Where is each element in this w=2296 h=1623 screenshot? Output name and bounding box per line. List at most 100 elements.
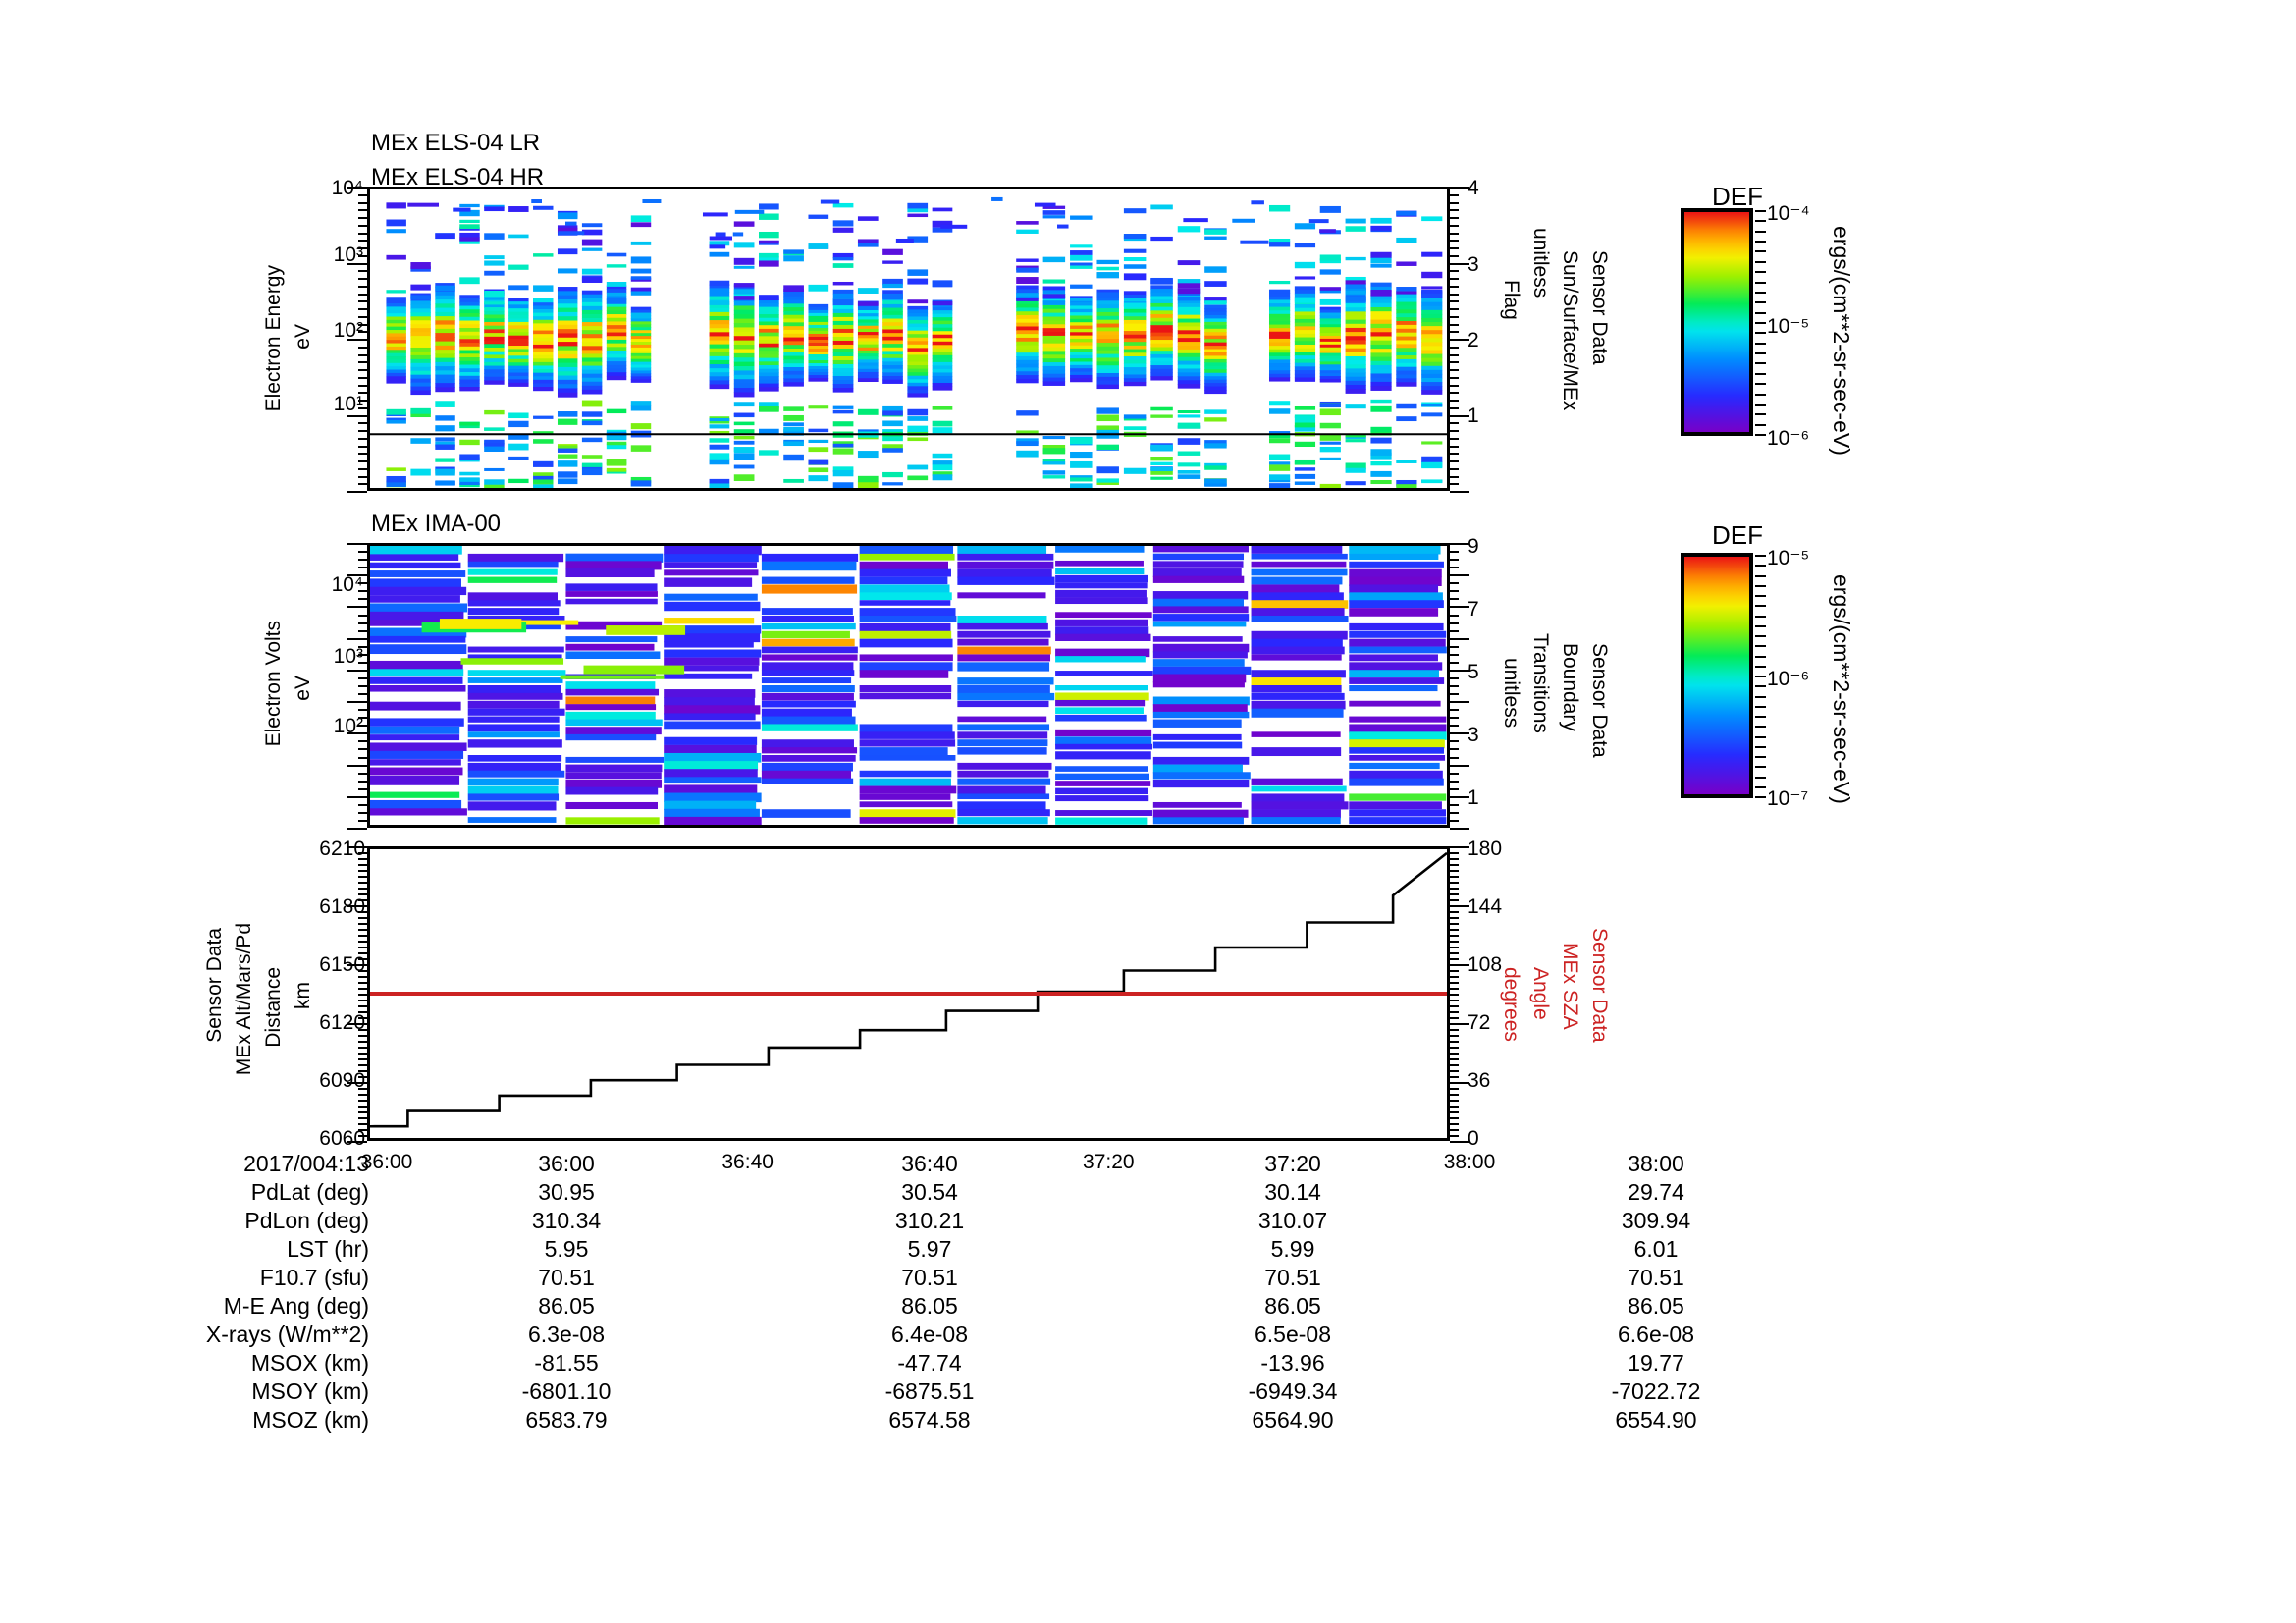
panel3-right-tick-0: 0 (1468, 1127, 1479, 1150)
table-cell: 86.05 (901, 1293, 958, 1319)
table-cell: 6.3e-08 (527, 1322, 605, 1347)
table-cell: 5.95 (544, 1236, 589, 1262)
axis-tick (1450, 240, 1459, 243)
panel1-els-spectrogram[interactable] (367, 187, 1450, 491)
axis-tick (1450, 988, 1459, 990)
axis-tick (1755, 665, 1766, 668)
table-cell: 309.94 (1621, 1208, 1691, 1233)
axis-tick (358, 1088, 367, 1090)
axis-tick (1450, 1111, 1459, 1113)
axis-tick (1450, 819, 1459, 822)
axis-tick (1450, 1135, 1459, 1137)
axis-tick (1450, 772, 1459, 775)
table-row-label: MSOX (km) (250, 1350, 369, 1376)
axis-tick (1755, 766, 1766, 769)
axis-tick (1450, 693, 1459, 696)
axis-tick (358, 947, 367, 948)
table-cell: 37:20 (1264, 1151, 1321, 1176)
panel3-right-tick-108: 108 (1468, 953, 1503, 976)
axis-tick (1450, 574, 1469, 577)
table-cell: 36:00 (538, 1151, 595, 1176)
panel2-title: MEx IMA-00 (371, 511, 502, 537)
colorbar1[interactable] (1681, 208, 1753, 436)
table-cell: 86.05 (1628, 1293, 1684, 1319)
axis-tick (358, 1064, 367, 1066)
axis-tick (1755, 260, 1766, 263)
axis-tick (1755, 555, 1766, 557)
panel2-ytick-3: 10³ (333, 645, 363, 668)
axis-tick (1450, 1029, 1459, 1031)
colorbar2-tick-bottom: 10⁻⁷ (1767, 787, 1809, 810)
axis-tick (1450, 888, 1459, 890)
axis-tick (358, 893, 367, 895)
axis-tick (1755, 745, 1766, 748)
table-row: F10.7 (sfu) 70.51 70.51 70.51 70.51 (173, 1265, 1838, 1293)
axis-tick (1450, 787, 1459, 790)
axis-tick (358, 645, 367, 648)
axis-tick (1450, 725, 1459, 728)
axis-tick (1450, 270, 1459, 273)
table-cell: 6564.90 (1252, 1407, 1334, 1433)
table-cell: -47.74 (897, 1350, 962, 1376)
axis-tick (1755, 220, 1766, 223)
axis-tick (1755, 403, 1766, 406)
axis-tick (1450, 780, 1459, 783)
panel1-ytick-2: 10² (333, 319, 363, 342)
axis-tick (1450, 582, 1459, 585)
axis-tick (1450, 308, 1459, 310)
axis-tick (358, 876, 367, 878)
axis-tick (1450, 437, 1459, 440)
axis-tick (358, 748, 367, 751)
table-cell: 310.07 (1257, 1208, 1328, 1233)
axis-tick (1450, 1000, 1459, 1001)
axis-tick (1450, 361, 1459, 364)
axis-tick (347, 637, 367, 640)
axis-tick (1450, 201, 1459, 204)
colorbar2[interactable] (1681, 553, 1753, 798)
panel2-ytick-4: 10⁴ (331, 573, 363, 596)
panel2-ima-spectrogram[interactable] (367, 543, 1450, 828)
axis-tick (1450, 882, 1459, 884)
axis-tick (1755, 605, 1766, 608)
axis-tick (358, 1094, 367, 1096)
axis-tick (358, 870, 367, 872)
table-row-label: LST (hr) (287, 1236, 369, 1262)
panel3-right-tick-72: 72 (1468, 1011, 1491, 1034)
axis-tick (1450, 543, 1469, 545)
axis-tick (1755, 624, 1766, 627)
axis-tick (1450, 346, 1459, 349)
axis-tick (1755, 434, 1766, 436)
axis-tick (358, 693, 367, 696)
panel1-right-tick-4: 4 (1468, 177, 1479, 199)
axis-tick (347, 491, 367, 493)
axis-tick (358, 1070, 367, 1072)
axis-tick (1755, 230, 1766, 233)
axis-tick (358, 300, 367, 303)
axis-tick (358, 923, 367, 925)
axis-tick (347, 732, 367, 735)
axis-tick (358, 308, 367, 310)
axis-tick (358, 852, 367, 854)
axis-tick (358, 201, 367, 204)
axis-tick (1755, 565, 1766, 568)
table-cell: 5.99 (1270, 1236, 1315, 1262)
axis-tick (358, 622, 367, 624)
axis-tick (1450, 606, 1469, 609)
axis-tick (1450, 811, 1459, 814)
table-cell: 310.21 (894, 1208, 965, 1233)
xaxis-tick-3: 38:00 (1443, 1151, 1496, 1173)
table-cell: 30.54 (901, 1179, 958, 1205)
panel3-altitude-sza[interactable] (367, 846, 1450, 1141)
table-row: M-E Ang (deg) 86.05 86.05 86.05 86.05 (173, 1293, 1838, 1322)
axis-tick (358, 911, 367, 913)
table-cell: 86.05 (1264, 1293, 1321, 1319)
axis-tick (358, 551, 367, 554)
axis-tick (1450, 653, 1459, 656)
panel2-right-axis-label-4: Sensor Data (1588, 643, 1612, 758)
axis-tick (1450, 491, 1469, 493)
axis-tick (358, 1135, 367, 1137)
axis-tick (1450, 622, 1459, 624)
axis-tick (358, 864, 367, 866)
axis-tick (347, 1023, 367, 1025)
table-row-label: M-E Ang (deg) (223, 1293, 369, 1319)
